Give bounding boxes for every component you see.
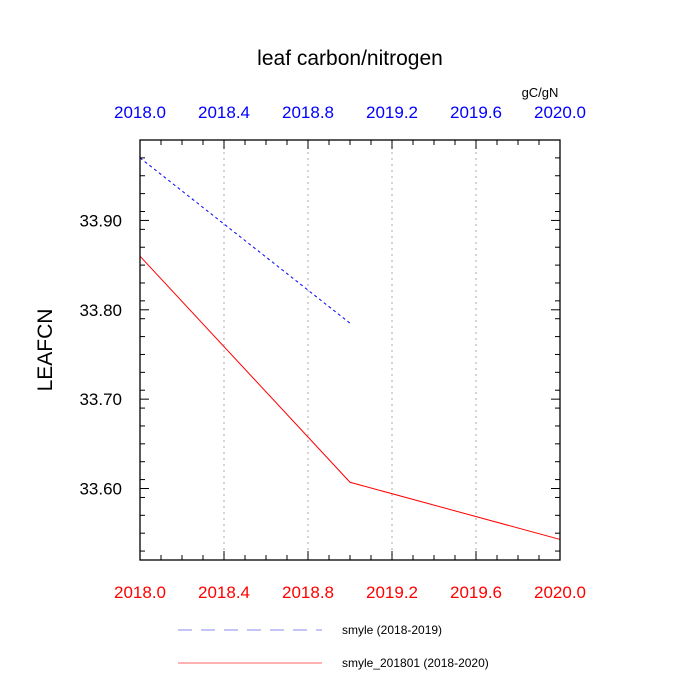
top-tick-label: 2018.4 [198,103,250,122]
top-tick-label: 2018.0 [114,103,166,122]
ticks: 2018.0 2018.4 2018.8 2019.2 2019.6 2020.0 2018… [79,103,586,602]
chart-title: leaf carbon/nitrogen [257,47,443,70]
y-axis-label: LEAFCN [34,309,57,392]
bottom-tick-label: 2020.0 [534,583,586,602]
series-line-1 [139,157,351,324]
legend-label-2: smyle_201801 (2018-2020) [342,656,489,670]
series-layer [139,157,561,540]
legend: smyle (2018-2019) smyle_201801 (2018-2020… [178,623,489,670]
bottom-tick-label: 2018.0 [114,583,166,602]
units-label: gC/gN [522,85,559,100]
y-tick-label: 33.80 [79,301,122,320]
bottom-tick-label: 2019.6 [450,583,502,602]
bottom-tick-label: 2018.8 [282,583,334,602]
grid [223,140,477,560]
legend-label-1: smyle (2018-2019) [342,623,442,637]
bottom-tick-label: 2019.2 [366,583,418,602]
bottom-tick-label: 2018.4 [198,583,250,602]
y-tick-label: 33.60 [79,480,122,499]
top-tick-label: 2020.0 [534,103,586,122]
top-tick-label: 2019.6 [450,103,502,122]
series-line-2 [139,255,561,540]
y-tick-label: 33.70 [79,390,122,409]
top-tick-label: 2019.2 [366,103,418,122]
top-tick-label: 2018.8 [282,103,334,122]
plot-frame [139,139,561,561]
y-tick-label: 33.90 [79,211,122,230]
